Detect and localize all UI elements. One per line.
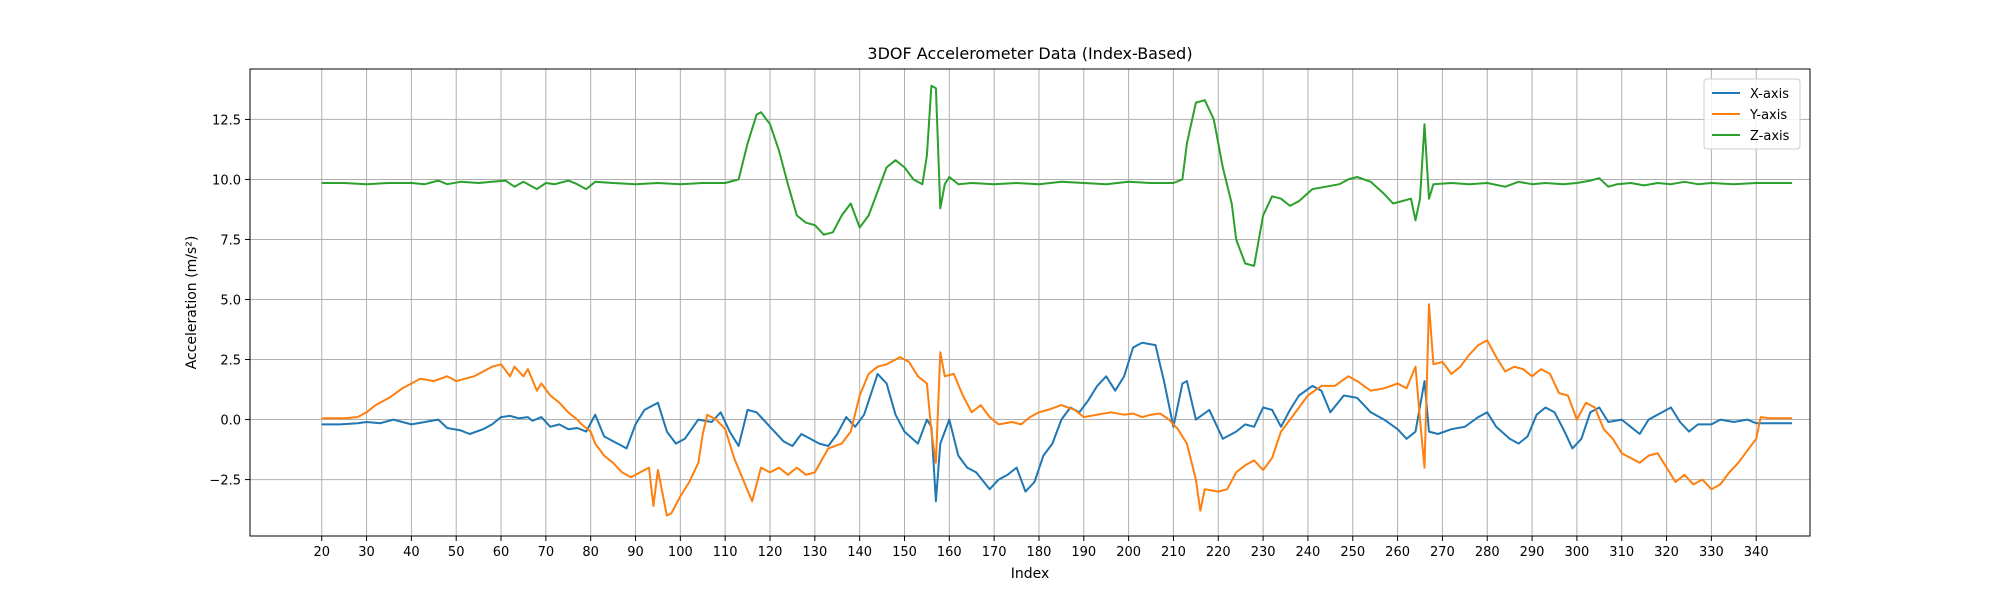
y-tick-label: 7.5 bbox=[220, 233, 241, 248]
plot-frame bbox=[249, 68, 1811, 537]
x-tick-label: 170 bbox=[982, 545, 1007, 560]
series-lines bbox=[321, 84, 1793, 517]
x-tick-label: 280 bbox=[1475, 545, 1500, 560]
x-tick-label: 300 bbox=[1564, 545, 1589, 560]
x-tick-label: 40 bbox=[403, 545, 420, 560]
x-tick-label: 200 bbox=[1116, 545, 1141, 560]
chart-title: 3DOF Accelerometer Data (Index-Based) bbox=[867, 44, 1192, 63]
y-tick-label: 2.5 bbox=[220, 354, 241, 369]
x-tick-label: 250 bbox=[1340, 545, 1365, 560]
x-tick-label: 140 bbox=[847, 545, 872, 560]
legend: X-axis Y-axis Z-axis bbox=[1703, 78, 1801, 150]
grid bbox=[250, 69, 1810, 536]
x-tick-label: 240 bbox=[1296, 545, 1321, 560]
x-tick-label: 30 bbox=[358, 545, 375, 560]
x-tick-label: 220 bbox=[1206, 545, 1231, 560]
legend-box bbox=[1703, 78, 1801, 150]
x-tick-label: 150 bbox=[892, 545, 917, 560]
y-tick-label: 5.0 bbox=[220, 293, 241, 308]
axis-ticks: 20 30 40 50 60 70 80 90 100 110 120 130 140 150 160 170… bbox=[209, 113, 1768, 560]
y-tick-label: 0.0 bbox=[220, 414, 241, 429]
x-tick-label: 80 bbox=[582, 545, 599, 560]
x-tick-label: 90 bbox=[627, 545, 644, 560]
y-axis-label: Acceleration (m/s²) bbox=[184, 236, 200, 370]
series-line-y-axis bbox=[321, 303, 1793, 517]
x-tick-label: 230 bbox=[1251, 545, 1276, 560]
x-tick-label: 160 bbox=[937, 545, 962, 560]
series-line-z-axis bbox=[321, 84, 1793, 267]
x-tick-label: 340 bbox=[1744, 545, 1769, 560]
legend-label-x-axis: X-axis bbox=[1750, 87, 1789, 102]
series-line-x-axis bbox=[321, 341, 1793, 503]
x-tick-label: 100 bbox=[668, 545, 693, 560]
y-tick-label: 10.0 bbox=[212, 173, 241, 188]
x-tick-label: 210 bbox=[1161, 545, 1186, 560]
x-tick-label: 270 bbox=[1430, 545, 1455, 560]
x-tick-label: 50 bbox=[448, 545, 465, 560]
x-tick-label: 320 bbox=[1654, 545, 1679, 560]
x-tick-label: 60 bbox=[493, 545, 510, 560]
x-tick-label: 180 bbox=[1027, 545, 1052, 560]
x-tick-label: 290 bbox=[1520, 545, 1545, 560]
x-tick-label: 110 bbox=[713, 545, 738, 560]
x-tick-label: 330 bbox=[1699, 545, 1724, 560]
legend-label-y-axis: Y-axis bbox=[1749, 108, 1787, 123]
x-tick-label: 190 bbox=[1071, 545, 1096, 560]
x-tick-label: 310 bbox=[1609, 545, 1634, 560]
x-tick-label: 130 bbox=[802, 545, 827, 560]
x-tick-label: 70 bbox=[538, 545, 555, 560]
x-axis-label: Index bbox=[1011, 566, 1050, 582]
x-tick-label: 260 bbox=[1385, 545, 1410, 560]
x-tick-label: 120 bbox=[758, 545, 783, 560]
x-tick-label: 20 bbox=[313, 545, 330, 560]
y-tick-label: −2.5 bbox=[209, 474, 241, 489]
legend-label-z-axis: Z-axis bbox=[1750, 129, 1790, 144]
y-tick-label: 12.5 bbox=[212, 113, 241, 128]
